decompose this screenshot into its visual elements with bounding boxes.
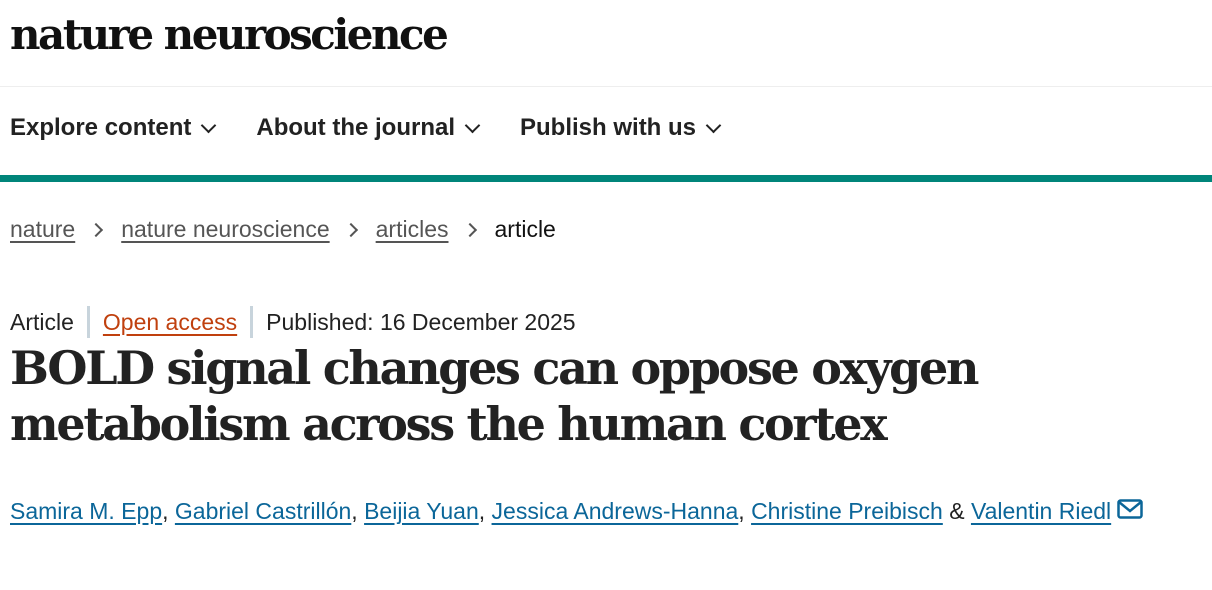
- nav-label: About the journal: [256, 114, 456, 141]
- nav-explore-content[interactable]: Explore content: [10, 114, 217, 142]
- header-divider: [0, 86, 1212, 87]
- author-link[interactable]: Beijia Yuan: [364, 498, 479, 524]
- article-meta: Article Open access Published: 16 Decemb…: [10, 306, 576, 338]
- nav-publish-with-us[interactable]: Publish with us: [520, 114, 722, 142]
- meta-divider: [86, 306, 90, 338]
- author-list: Samira M. Epp, Gabriel Castrillón, Beiji…: [10, 486, 1200, 536]
- breadcrumb-current: article: [494, 216, 556, 242]
- chevron-down-icon: [201, 117, 217, 133]
- chevron-right-icon: [462, 222, 477, 237]
- chevron-down-icon: [705, 117, 722, 133]
- open-access-link[interactable]: Open access: [102, 308, 238, 335]
- article-title: BOLD signal changes can oppose oxygen me…: [10, 341, 979, 451]
- author-link[interactable]: Jessica Andrews-Hanna: [491, 498, 739, 524]
- breadcrumb: nature nature neuroscience articles arti…: [10, 216, 556, 243]
- teal-divider: [0, 175, 1212, 182]
- breadcrumb-nature[interactable]: nature: [10, 216, 76, 242]
- nav-about-journal[interactable]: About the journal: [256, 114, 481, 142]
- breadcrumb-articles[interactable]: articles: [375, 216, 449, 242]
- author-link[interactable]: Samira M. Epp: [10, 498, 163, 524]
- mail-icon[interactable]: [1117, 499, 1143, 519]
- chevron-down-icon: [464, 117, 481, 133]
- chevron-right-icon: [343, 222, 358, 237]
- journal-logo[interactable]: nature neuroscience: [10, 10, 449, 59]
- meta-divider: [250, 306, 254, 338]
- author-separator: ,: [162, 498, 175, 524]
- article-type: Article: [10, 308, 74, 335]
- author-link[interactable]: Valentin Riedl: [970, 498, 1112, 524]
- author-link[interactable]: Gabriel Castrillón: [174, 498, 352, 524]
- chevron-right-icon: [89, 222, 104, 237]
- author-separator: ,: [738, 498, 752, 524]
- nav-label: Explore content: [10, 114, 192, 141]
- author-separator: ,: [478, 498, 492, 524]
- author-separator: &: [942, 498, 971, 524]
- main-nav: Explore content About the journal Publis…: [10, 114, 722, 142]
- author-separator: ,: [351, 498, 365, 524]
- published-date: Published: 16 December 2025: [266, 308, 576, 335]
- breadcrumb-nature-neuroscience[interactable]: nature neuroscience: [121, 216, 330, 242]
- author-link[interactable]: Christine Preibisch: [751, 498, 943, 524]
- nav-label: Publish with us: [520, 114, 697, 141]
